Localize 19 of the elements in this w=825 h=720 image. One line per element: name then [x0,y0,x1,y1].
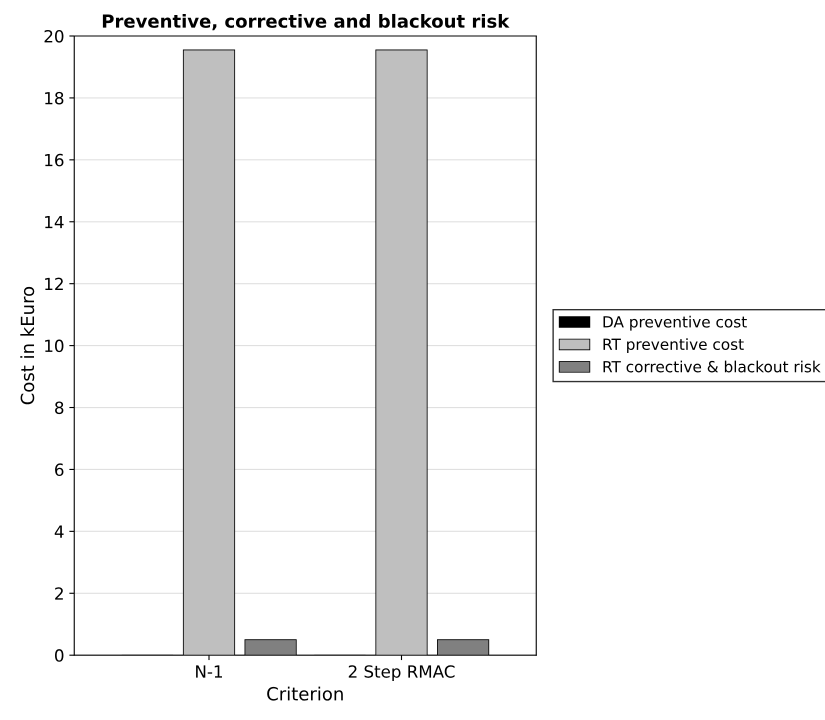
y-tick-label: 4 [54,526,64,538]
legend-label: RT corrective & blackout risk [604,360,821,372]
x-tick-label: 2 Step RMAC [348,665,455,682]
legend-label: DA preventive cost [604,316,747,331]
chart-title: Preventive, corrective and blackout risk [102,14,510,30]
y-axis-title: Cost in kEuro [20,286,34,404]
y-tick-label: 6 [55,463,64,476]
legend-label: RT preventive cost [604,338,744,353]
y-tick-label: 16 [45,154,64,166]
y-tick-label: 18 [45,92,64,104]
x-axis-title: Criterion [267,686,343,701]
y-tick-label: 2 [55,587,63,600]
y-tick-label: 20 [44,30,64,43]
y-tick-label: 12 [45,278,63,290]
y-tick-label: 0 [55,649,64,662]
x-tick-label: N-1 [196,665,222,678]
y-tick-label: 14 [45,216,64,228]
y-tick-label: 8 [55,401,64,414]
y-tick-label: 10 [45,340,64,352]
